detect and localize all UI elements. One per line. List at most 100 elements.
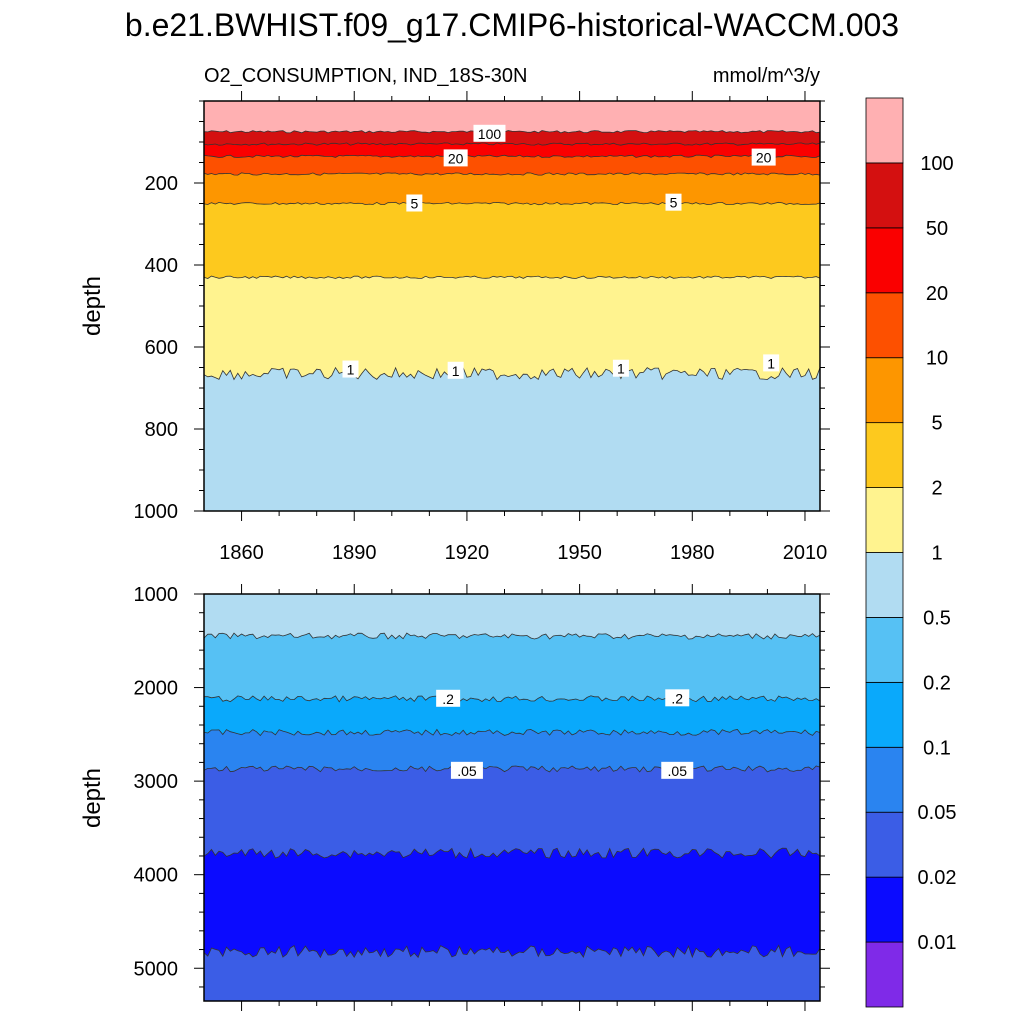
upper-y-tick-label: 1000 bbox=[134, 501, 179, 523]
upper-band-2 bbox=[204, 202, 820, 279]
upper-y-tick-label: 200 bbox=[145, 173, 178, 195]
colorbar-swatch bbox=[865, 227, 904, 294]
colorbar-label: 0.2 bbox=[923, 672, 951, 694]
lower-band-0p5 bbox=[204, 594, 820, 640]
upper-contour-line bbox=[203, 154, 821, 158]
colorbar-label: 2 bbox=[931, 478, 942, 500]
lower-contour-label: .2 bbox=[665, 689, 690, 707]
upper-x-tick-label: 1920 bbox=[445, 542, 490, 564]
upper-contour-label: 5 bbox=[665, 193, 682, 211]
lower-band-0p2 bbox=[204, 633, 820, 702]
lower-y-axis: 1000 2000 3000 4000 5000 bbox=[134, 584, 830, 988]
upper-y-tick-label: 400 bbox=[145, 255, 178, 277]
colorbar-label: 0.01 bbox=[918, 932, 957, 954]
upper-contour-line bbox=[203, 201, 821, 206]
upper-y-tick-label: 800 bbox=[145, 419, 178, 441]
upper-band-100 bbox=[204, 101, 820, 133]
lower-x-axis bbox=[241, 584, 806, 1011]
upper-contour-lines bbox=[203, 130, 821, 381]
upper-contour-label: 1 bbox=[342, 360, 359, 378]
lower-bands bbox=[204, 594, 820, 1001]
contour-label-box bbox=[473, 124, 506, 142]
lower-contour-label: .2 bbox=[436, 689, 461, 707]
lower-band-0p02 bbox=[204, 766, 820, 859]
upper-contour-labels: 100 20 20 5 5 1 1 1 1 bbox=[342, 124, 780, 379]
colorbar-label: 10 bbox=[926, 348, 948, 370]
upper-band-1 bbox=[204, 276, 820, 380]
colorbar-swatch bbox=[865, 746, 904, 813]
contour-label-box bbox=[447, 361, 464, 379]
lower-y-tick-label: 2000 bbox=[134, 678, 179, 700]
contour-label-text: .05 bbox=[457, 763, 477, 779]
contour-label-text: 1 bbox=[617, 361, 625, 377]
upper-contour-line bbox=[203, 366, 821, 381]
upper-panel: O2_CONSUMPTION, IND_18S-30N mmol/m^3/y 1… bbox=[79, 65, 830, 564]
upper-x-tick-label: 1860 bbox=[219, 542, 264, 564]
lower-contour-line bbox=[203, 847, 821, 859]
upper-contour-label: 20 bbox=[443, 149, 468, 167]
lower-contour-labels: .2 .2 .05 .05 bbox=[436, 689, 694, 779]
colorbar-label: 20 bbox=[926, 283, 948, 305]
colorbar-swatch bbox=[865, 811, 904, 878]
lower-plot-frame bbox=[203, 593, 821, 1002]
colorbar-label: 0.1 bbox=[923, 737, 951, 759]
upper-x-tick-label: 1950 bbox=[557, 542, 602, 564]
colorbar-label: 0.02 bbox=[918, 867, 957, 889]
contour-label-text: 20 bbox=[448, 150, 464, 166]
contour-label-box bbox=[436, 689, 461, 707]
lower-y-tick-label: 3000 bbox=[134, 771, 179, 793]
upper-y-axis-label: depth bbox=[79, 276, 106, 336]
colorbar-swatch bbox=[865, 876, 904, 943]
contour-label-text: 100 bbox=[478, 126, 502, 142]
lower-band-0p05 bbox=[204, 729, 820, 772]
lower-y-tick-label: 1000 bbox=[134, 584, 179, 606]
contour-label-box bbox=[665, 193, 682, 211]
colorbar-swatch bbox=[865, 941, 904, 1008]
upper-contour-line bbox=[203, 130, 821, 134]
colorbar-label: 100 bbox=[920, 153, 953, 175]
lower-contour-label: .05 bbox=[450, 761, 483, 779]
colorbar-label: 0.05 bbox=[918, 802, 957, 824]
colorbar-swatch bbox=[865, 422, 904, 488]
upper-x-tick-label: 1890 bbox=[332, 542, 377, 564]
upper-contour-label: 20 bbox=[751, 148, 776, 166]
upper-bands bbox=[204, 101, 820, 511]
upper-contour-line bbox=[203, 275, 821, 279]
upper-band-0p5 bbox=[204, 367, 820, 511]
contour-label-text: 1 bbox=[347, 362, 355, 378]
upper-contour-line bbox=[203, 142, 821, 146]
lower-y-tick-label: 4000 bbox=[134, 865, 179, 887]
colorbar-swatch bbox=[865, 681, 904, 748]
lower-contour-line bbox=[203, 765, 821, 773]
contour-label-text: 20 bbox=[756, 150, 772, 166]
lower-contour-line bbox=[204, 695, 821, 703]
lower-contour-line bbox=[203, 632, 821, 640]
contour-label-box bbox=[661, 761, 694, 779]
lower-contour-line bbox=[203, 728, 821, 737]
units-label: mmol/m^3/y bbox=[713, 65, 820, 87]
upper-band-10 bbox=[204, 155, 820, 176]
contour-label-box bbox=[763, 354, 780, 372]
contour-label-box bbox=[450, 761, 483, 779]
colorbar-label: 1 bbox=[931, 543, 942, 565]
upper-x-tick-label: 1980 bbox=[670, 542, 715, 564]
contour-label-box bbox=[406, 194, 423, 212]
colorbar-swatch bbox=[865, 487, 904, 553]
upper-band-50 bbox=[204, 130, 820, 146]
chart-title: b.e21.BWHIST.f09_g17.CMIP6-historical-WA… bbox=[125, 7, 899, 43]
lower-band-0p02 bbox=[204, 945, 820, 1001]
lower-contour-line bbox=[203, 944, 821, 959]
lower-contour-lines bbox=[203, 632, 821, 959]
upper-contour-line bbox=[203, 172, 821, 176]
upper-contour-label: 5 bbox=[406, 194, 423, 212]
contour-label-box bbox=[751, 148, 776, 166]
contour-label-box bbox=[612, 359, 629, 377]
colorbar-label: 5 bbox=[931, 413, 942, 435]
upper-contour-label: 1 bbox=[447, 361, 464, 379]
colorbar-label: 0.5 bbox=[923, 607, 951, 629]
colorbar-swatch bbox=[865, 617, 904, 683]
lower-y-axis-label: depth bbox=[79, 768, 106, 828]
upper-contour-label: 1 bbox=[612, 359, 629, 377]
lower-contour-label: .05 bbox=[661, 761, 694, 779]
